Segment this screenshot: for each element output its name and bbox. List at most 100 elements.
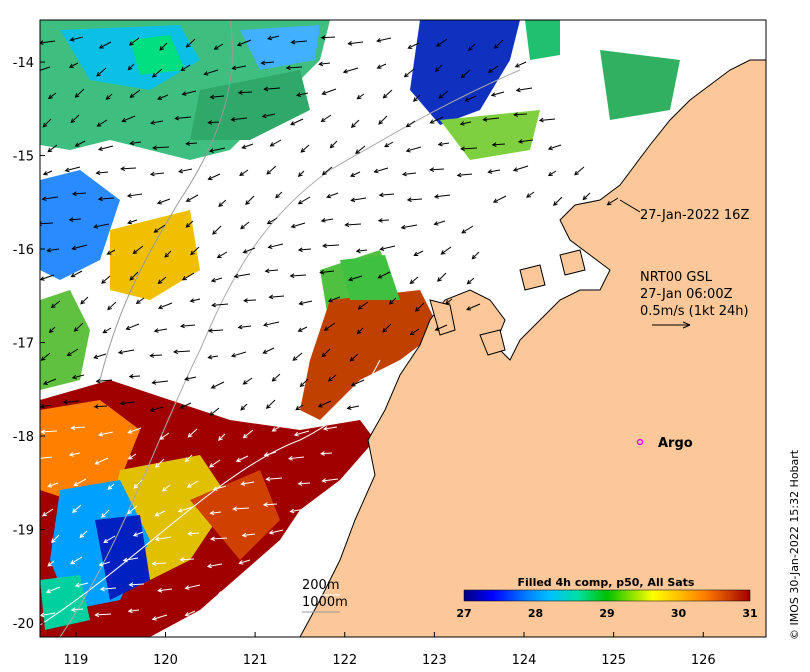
current-arrow-head	[70, 273, 76, 278]
current-arrow	[180, 402, 192, 409]
current-arrow	[290, 508, 306, 513]
current-arrow-head	[547, 145, 553, 151]
current-arrow-head	[101, 279, 106, 284]
current-arrow	[43, 170, 53, 175]
current-arrow	[51, 300, 61, 308]
current-arrow	[493, 195, 507, 203]
current-arrow	[46, 586, 61, 593]
current-arrow	[120, 401, 136, 405]
current-arrow	[241, 481, 255, 485]
current-arrow-head	[285, 65, 291, 71]
current-arrow	[100, 587, 117, 590]
current-arrow-head	[382, 327, 387, 333]
current-arrow-head	[211, 302, 217, 308]
current-arrow	[410, 276, 419, 284]
current-arrow-head	[321, 478, 327, 483]
current-arrow-head	[409, 279, 415, 285]
current-arrow	[47, 248, 60, 252]
current-arrow	[209, 459, 221, 468]
current-arrow	[213, 615, 224, 625]
current-arrow-head	[126, 193, 132, 198]
current-arrow-head	[203, 71, 209, 76]
current-arrow	[71, 608, 84, 611]
current-arrow	[208, 173, 221, 180]
current-arrow-head	[95, 378, 101, 384]
current-arrow-head	[210, 536, 215, 542]
current-arrow	[380, 245, 396, 250]
current-arrow-head	[96, 122, 102, 127]
current-arrow-head	[101, 513, 106, 518]
current-arrow-head	[242, 249, 248, 254]
current-arrow	[72, 504, 82, 513]
colorbar-tick-label: 31	[742, 607, 757, 620]
current-arrow	[298, 170, 305, 177]
current-arrow	[157, 94, 169, 100]
current-arrow	[185, 584, 201, 589]
lon-tick-label: 123	[422, 653, 447, 668]
current-source-label: NRT00 GSL	[640, 270, 713, 285]
current-arrow-head	[292, 356, 298, 361]
current-arrow	[263, 321, 280, 326]
current-arrow-head	[161, 486, 167, 492]
current-arrow-head	[107, 485, 113, 490]
current-arrow	[377, 63, 387, 69]
current-arrow	[464, 95, 477, 102]
current-arrow-head	[240, 481, 246, 486]
current-arrow	[103, 535, 116, 543]
current-arrow-head	[153, 328, 159, 333]
current-arrow	[345, 223, 362, 226]
current-arrow	[299, 560, 307, 567]
current-arrow-head	[384, 142, 389, 148]
lon-tick-label: 121	[243, 653, 268, 668]
current-arrow	[320, 270, 335, 274]
current-arrow	[51, 534, 60, 543]
current-arrow-head	[269, 142, 275, 147]
current-arrow-head	[152, 145, 158, 151]
current-arrow	[186, 194, 199, 202]
current-arrow-head	[263, 86, 269, 92]
current-arrow	[150, 354, 163, 357]
current-arrow-head	[47, 483, 53, 488]
current-arrow-head	[238, 560, 244, 565]
current-arrow-head	[376, 64, 382, 69]
current-arrow	[298, 326, 308, 332]
current-arrow	[435, 324, 448, 331]
current-arrow	[94, 405, 108, 408]
current-arrow-head	[71, 191, 77, 197]
current-arrow	[350, 171, 361, 177]
current-arrow	[210, 95, 225, 98]
current-arrow-head	[181, 91, 187, 96]
current-arrow-head	[98, 561, 104, 567]
current-arrow-head	[466, 306, 472, 311]
current-arrow-head	[185, 43, 191, 48]
current-arrow-head	[213, 619, 218, 625]
current-arrow	[48, 92, 57, 99]
current-arrow	[40, 612, 56, 617]
current-arrow	[152, 68, 163, 78]
current-arrow	[209, 147, 226, 152]
current-arrow-head	[218, 202, 224, 208]
lat-tick-label: -17	[13, 337, 34, 352]
current-arrow-head	[96, 71, 101, 77]
current-arrow-head	[356, 329, 362, 335]
current-arrow-head	[74, 582, 80, 588]
current-arrow-head	[184, 376, 190, 381]
current-arrow	[518, 139, 534, 143]
current-arrow	[516, 87, 533, 91]
current-arrow	[468, 43, 476, 51]
current-arrow-head	[514, 63, 520, 68]
current-arrow-head	[490, 92, 496, 97]
current-arrow-head	[154, 463, 160, 468]
current-arrow	[319, 504, 334, 510]
current-arrow-head	[400, 224, 406, 230]
current-arrow-head	[243, 615, 248, 620]
current-arrow	[210, 511, 222, 514]
current-arrow-head	[132, 249, 138, 255]
current-arrow	[157, 198, 171, 204]
current-arrow	[106, 93, 113, 100]
current-arrow	[471, 251, 480, 260]
current-arrow-head	[72, 508, 77, 513]
current-arrow-head	[464, 97, 470, 102]
current-arrow-head	[241, 532, 247, 538]
current-arrow	[133, 531, 144, 537]
